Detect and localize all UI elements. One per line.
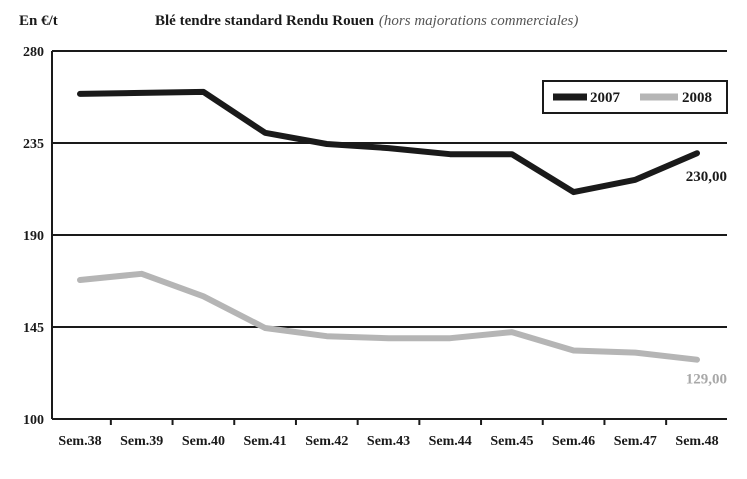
- x-tick-label: Sem.39: [120, 434, 163, 449]
- x-tick-label: Sem.45: [490, 434, 533, 449]
- y-tick-label: 100: [23, 413, 44, 428]
- labels: 100 145 190 235 280 Sem.38 Sem.39 Sem.40 Sem.41 S…: [23, 45, 727, 449]
- series-line-2007: [77, 88, 700, 196]
- x-tick-label: Sem.38: [58, 434, 101, 449]
- legend-label-2008: 2008: [682, 90, 712, 106]
- legend: 2007 2008: [542, 80, 728, 114]
- x-tick-label: Sem.48: [675, 434, 718, 449]
- axes: [51, 51, 727, 425]
- series-line-2008: [77, 270, 700, 363]
- chart-title: Blé tendre standard Rendu Rouen (hors maj…: [155, 13, 578, 29]
- end-label-2008: 129,00: [686, 372, 727, 388]
- chart-title-main: Blé tendre standard Rendu Rouen: [155, 13, 375, 29]
- x-tick-label: Sem.41: [244, 434, 287, 449]
- x-tick-label: Sem.44: [429, 434, 472, 449]
- y-unit-label: En €/t: [19, 13, 58, 29]
- x-tick-label: Sem.42: [305, 434, 348, 449]
- chart-subtitle: (hors majorations commerciales): [379, 13, 578, 29]
- x-tick-label: Sem.40: [182, 434, 225, 449]
- y-tick-label: 280: [23, 45, 44, 60]
- end-label-2007: 230,00: [686, 169, 727, 185]
- series-lines: [77, 88, 700, 363]
- y-tick-label: 235: [23, 137, 44, 152]
- x-tick-label: Sem.47: [614, 434, 657, 449]
- y-tick-label: 145: [23, 321, 44, 336]
- legend-label-2007: 2007: [590, 90, 621, 106]
- x-tick-label: Sem.43: [367, 434, 410, 449]
- y-tick-label: 190: [23, 229, 44, 244]
- x-tick-label: Sem.46: [552, 434, 595, 449]
- gridlines: [52, 50, 727, 328]
